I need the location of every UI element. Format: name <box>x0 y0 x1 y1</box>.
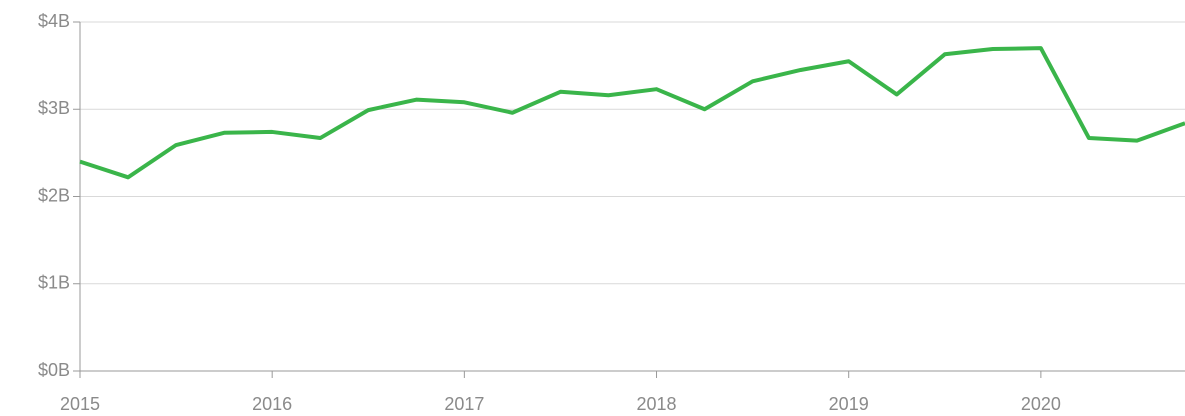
data-line <box>79 46 1185 180</box>
x-tick-label: 2017 <box>444 394 484 414</box>
y-tick-label: $4B <box>38 11 70 31</box>
x-tick-label: 2018 <box>636 394 676 414</box>
y-tick-label: $1B <box>38 273 70 293</box>
y-tick-label: $2B <box>38 185 70 205</box>
x-tick-label: 2016 <box>252 394 292 414</box>
y-tick-label: $0B <box>38 360 70 380</box>
x-tick-label: 2019 <box>829 394 869 414</box>
y-tick-label: $3B <box>38 98 70 118</box>
x-tick-label: 2015 <box>60 394 100 414</box>
x-tick-label: 2020 <box>1021 394 1061 414</box>
